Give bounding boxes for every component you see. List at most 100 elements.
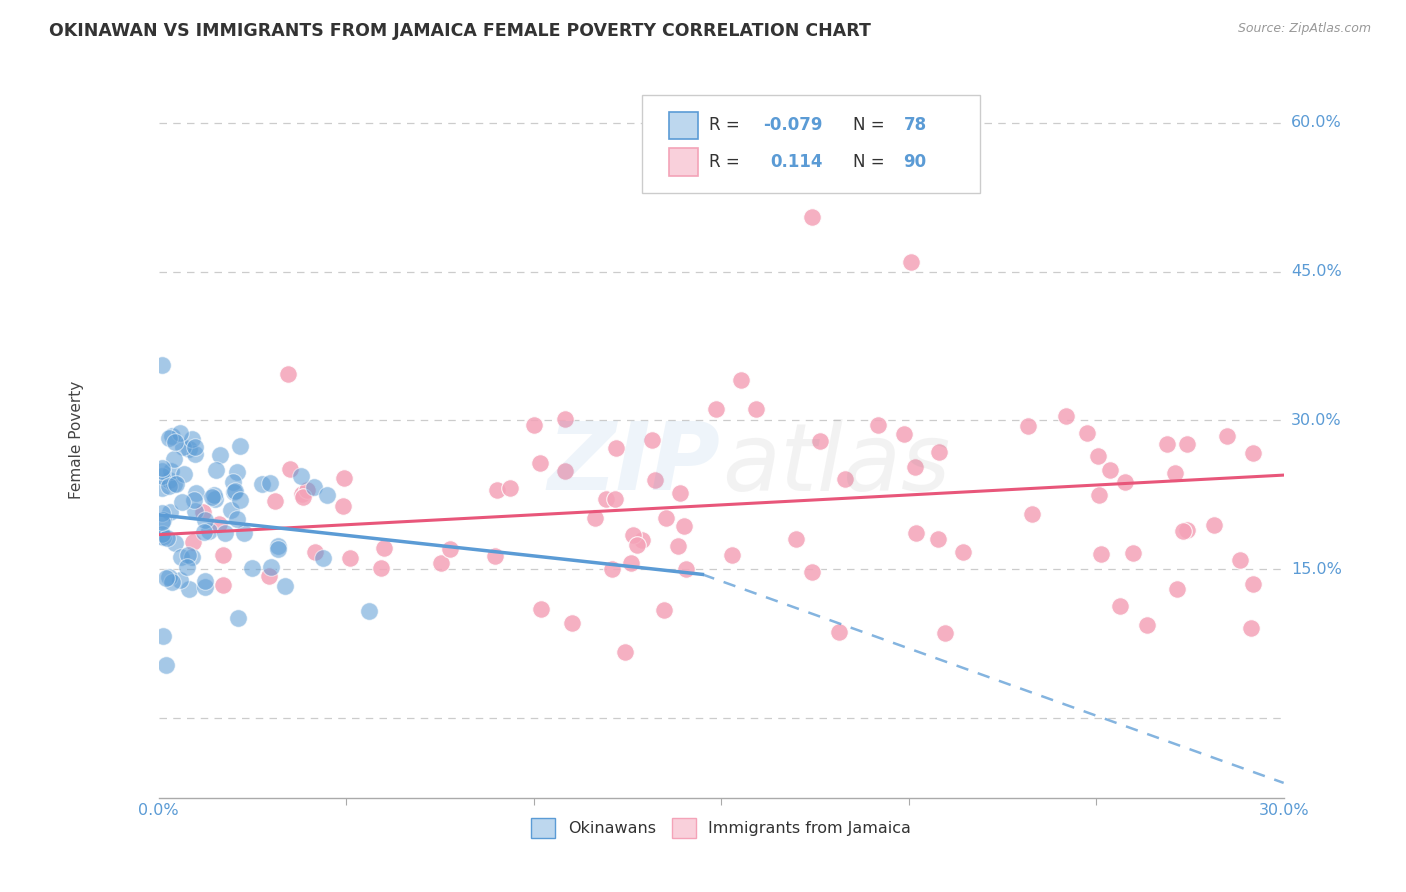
Point: [177, 548, 200, 562]
Point: [186, 486, 208, 500]
Point: [224, 484, 246, 499]
Point: [292, 491, 315, 505]
Point: [600, 562, 623, 576]
Text: 15.0%: 15.0%: [1291, 562, 1341, 577]
Point: [291, 487, 314, 501]
Point: [163, 435, 186, 450]
Text: Source: ZipAtlas.com: Source: ZipAtlas.com: [1237, 22, 1371, 36]
Point: [204, 492, 226, 507]
Bar: [669, 148, 697, 176]
Point: [868, 417, 890, 432]
Point: [219, 503, 242, 517]
Point: [1090, 547, 1112, 561]
Text: ZIP: ZIP: [547, 418, 720, 510]
Point: [1175, 524, 1198, 538]
Point: [626, 538, 648, 552]
Point: [152, 464, 174, 478]
Text: Female Poverty: Female Poverty: [69, 381, 83, 500]
Point: [233, 526, 256, 541]
Point: [152, 530, 174, 544]
Point: [439, 542, 461, 557]
Point: [595, 491, 617, 506]
Point: [193, 524, 215, 539]
Point: [155, 571, 177, 585]
Point: [229, 492, 252, 507]
Point: [370, 560, 392, 574]
Point: [157, 431, 180, 445]
Point: [184, 447, 207, 461]
Point: [655, 511, 678, 525]
Point: [530, 601, 553, 615]
Point: [623, 527, 645, 541]
Point: [1175, 437, 1198, 451]
Point: [614, 645, 637, 659]
Point: [704, 401, 727, 416]
Point: [672, 518, 695, 533]
Point: [1054, 409, 1077, 423]
Point: [181, 432, 204, 446]
Point: [484, 549, 506, 564]
Point: [209, 448, 232, 462]
Point: [194, 512, 217, 526]
Point: [583, 511, 606, 525]
Text: atlas: atlas: [723, 419, 950, 510]
Point: [668, 486, 690, 500]
Point: [357, 604, 380, 618]
Text: R =: R =: [709, 153, 740, 171]
Text: 30.0%: 30.0%: [1291, 413, 1341, 428]
Point: [184, 504, 207, 518]
Point: [630, 533, 652, 548]
Point: [1087, 449, 1109, 463]
Point: [603, 492, 626, 507]
Point: [333, 471, 356, 485]
Point: [1099, 462, 1122, 476]
Point: [1122, 546, 1144, 560]
Point: [302, 480, 325, 494]
Point: [605, 441, 627, 455]
Point: [554, 412, 576, 426]
Point: [332, 499, 354, 513]
Point: [485, 483, 508, 498]
Point: [260, 559, 283, 574]
Point: [226, 611, 249, 625]
Point: [785, 532, 807, 546]
Point: [312, 551, 335, 566]
Point: [297, 483, 319, 497]
Point: [834, 472, 856, 486]
Point: [226, 465, 249, 479]
Point: [1164, 467, 1187, 481]
Text: 0.0%: 0.0%: [138, 803, 179, 818]
Legend: Okinawans, Immigrants from Jamaica: Okinawans, Immigrants from Jamaica: [524, 812, 918, 844]
Point: [204, 463, 226, 477]
Point: [152, 529, 174, 543]
Text: -0.079: -0.079: [763, 116, 823, 135]
Point: [675, 562, 697, 576]
Point: [373, 541, 395, 555]
Point: [266, 541, 288, 556]
Point: [157, 473, 180, 487]
Point: [1240, 622, 1263, 636]
Point: [277, 368, 299, 382]
Point: [152, 460, 174, 475]
Point: [228, 439, 250, 453]
Point: [316, 488, 339, 502]
Bar: [669, 112, 697, 139]
Point: [808, 434, 831, 448]
Point: [214, 526, 236, 541]
Point: [226, 512, 249, 526]
Point: [529, 456, 551, 470]
Point: [162, 428, 184, 442]
Point: [163, 477, 186, 491]
Point: [212, 548, 235, 562]
Point: [263, 493, 285, 508]
Point: [1076, 425, 1098, 440]
Point: [339, 551, 361, 566]
Point: [159, 505, 181, 519]
Point: [720, 549, 742, 563]
Point: [152, 629, 174, 643]
Point: [560, 615, 582, 630]
Text: R =: R =: [709, 116, 740, 135]
Point: [1017, 419, 1039, 434]
Point: [163, 452, 186, 467]
Point: [194, 580, 217, 594]
